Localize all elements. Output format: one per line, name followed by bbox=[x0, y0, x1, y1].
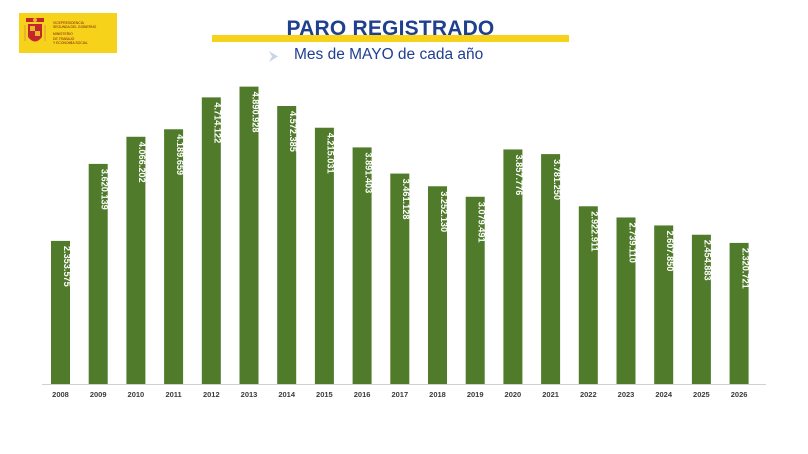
x-tick-label-2016: 2016 bbox=[354, 390, 371, 399]
bar-2012 bbox=[201, 97, 221, 385]
ministry-line: y Economía Social bbox=[53, 40, 88, 45]
value-label-2019: 3.079.491 bbox=[477, 202, 487, 243]
x-tick-label-2022: 2022 bbox=[580, 390, 597, 399]
bar-2025 bbox=[691, 234, 711, 384]
x-tick-label-2023: 2023 bbox=[618, 390, 635, 399]
x-tick-label-2013: 2013 bbox=[241, 390, 258, 399]
value-label-2009: 3.620.139 bbox=[100, 169, 110, 210]
x-tick-label-2020: 2020 bbox=[505, 390, 522, 399]
value-label-2023: 2.739.110 bbox=[627, 222, 637, 262]
x-tick-label-2015: 2015 bbox=[316, 390, 333, 399]
value-label-2021: 3.781.250 bbox=[552, 159, 562, 200]
value-label-2017: 3.461.128 bbox=[401, 179, 411, 220]
bar-2010 bbox=[126, 136, 146, 384]
bar-2026 bbox=[729, 242, 749, 384]
bar-2008 bbox=[51, 240, 70, 384]
value-label-2008: 2.353.575 bbox=[62, 246, 72, 287]
bar-2009 bbox=[88, 163, 108, 384]
value-label-2015: 4.215.031 bbox=[326, 133, 336, 174]
x-tick-label-2026: 2026 bbox=[731, 390, 748, 399]
value-label-2024: 2.607.850 bbox=[665, 230, 675, 271]
bar-2018 bbox=[428, 186, 447, 384]
x-tick-label-2025: 2025 bbox=[693, 390, 710, 399]
x-tick-label-2019: 2019 bbox=[467, 390, 484, 399]
title-underline-bar bbox=[212, 35, 569, 42]
x-tick-label-2017: 2017 bbox=[391, 390, 408, 399]
bar-2019 bbox=[465, 196, 485, 384]
value-label-2025: 2.454.883 bbox=[703, 240, 713, 281]
x-tick-label-2014: 2014 bbox=[278, 390, 296, 399]
bar-2014 bbox=[277, 105, 297, 384]
x-tick-label-2009: 2009 bbox=[90, 390, 107, 399]
bar-2011 bbox=[164, 129, 184, 384]
coat-of-arms-icon bbox=[24, 18, 46, 42]
value-label-2014: 4.572.385 bbox=[288, 111, 298, 152]
bar-2020 bbox=[503, 149, 523, 384]
ministry-line: Ministerio bbox=[53, 32, 73, 37]
chart-subtitle: Mes de MAYO de cada año bbox=[294, 46, 484, 63]
x-tick-label-2010: 2010 bbox=[128, 390, 145, 399]
bar-2022 bbox=[578, 206, 598, 384]
bar-2021 bbox=[541, 154, 561, 384]
chevron-right-icon bbox=[269, 51, 278, 62]
bar-2015 bbox=[314, 127, 334, 385]
value-label-2013: 4.890.928 bbox=[250, 92, 260, 133]
chart-title: PARO REGISTRADO bbox=[286, 17, 495, 40]
value-label-2011: 4.189.659 bbox=[175, 134, 185, 175]
x-tick-label-2024: 2024 bbox=[655, 390, 673, 399]
government-logo: Vicepresidencia Segunda del Gobierno Min… bbox=[19, 13, 117, 53]
x-tick-label-2021: 2021 bbox=[542, 390, 559, 399]
bar-2013 bbox=[239, 86, 259, 384]
value-label-2020: 3.857.776 bbox=[514, 154, 524, 195]
value-label-2026: 2.320.721 bbox=[740, 248, 750, 289]
value-label-2012: 4.714.122 bbox=[213, 102, 223, 143]
bar-2023 bbox=[616, 217, 636, 384]
ministry-line: Segunda del Gobierno bbox=[53, 25, 97, 30]
x-tick-label-2011: 2011 bbox=[165, 390, 181, 399]
value-label-2016: 3.891.403 bbox=[363, 152, 373, 193]
value-label-2010: 4.066.202 bbox=[137, 142, 147, 183]
x-tick-label-2018: 2018 bbox=[429, 390, 446, 399]
ministry-line: de Trabajo bbox=[53, 36, 75, 41]
ministry-name: Vicepresidencia Segunda del Gobierno Min… bbox=[53, 21, 96, 45]
bar-2017 bbox=[390, 173, 410, 384]
value-label-2018: 3.252.130 bbox=[439, 191, 449, 232]
x-tick-label-2008: 2008 bbox=[52, 390, 69, 399]
bar-2016 bbox=[352, 147, 372, 384]
x-tick-label-2012: 2012 bbox=[203, 390, 220, 399]
bar-2024 bbox=[654, 225, 674, 384]
value-label-2022: 2.922.911 bbox=[590, 211, 600, 251]
ministry-line: Vicepresidencia bbox=[53, 20, 84, 25]
